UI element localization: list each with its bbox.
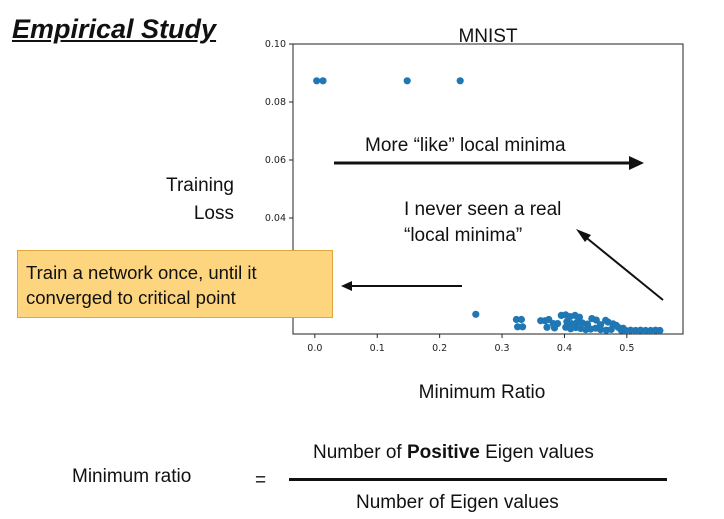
callout-line-2: converged to critical point (26, 287, 236, 308)
x-axis-label: Minimum Ratio (419, 382, 546, 403)
data-point (313, 77, 321, 85)
y-tick-label: 0.04 (265, 213, 286, 224)
data-point (514, 323, 522, 331)
x-tick-label: 0.2 (432, 343, 447, 354)
formula-equals: = (255, 470, 267, 491)
data-point (456, 77, 464, 85)
data-point (642, 326, 650, 335)
data-point (519, 323, 527, 331)
x-tick-label: 0.5 (619, 343, 634, 354)
y-axis-label-line2: Loss (194, 203, 234, 224)
chart-title: MNIST (458, 26, 518, 47)
data-point (512, 315, 521, 324)
data-point (543, 323, 551, 331)
data-point (597, 326, 605, 334)
y-tick-label: 0.08 (265, 97, 286, 108)
formula-denominator: Number of Eigen values (356, 492, 559, 513)
top-arrow-head (629, 156, 644, 170)
data-point (472, 310, 480, 318)
numerator-pre: Number of (313, 442, 407, 463)
data-point (619, 324, 627, 332)
note-line-2: “local minima” (404, 225, 522, 246)
fraction-bar (289, 478, 667, 481)
x-tick-label: 0.0 (307, 343, 322, 354)
x-tick-label: 0.1 (370, 343, 385, 354)
note-arrow-head (576, 229, 591, 242)
data-points (313, 77, 664, 335)
formula-numerator: Number of Positive Eigen values (313, 442, 594, 464)
callout-box: Train a network once, until it converged… (17, 250, 333, 318)
numerator-bold: Positive (406, 442, 480, 463)
x-tick-label: 0.3 (494, 343, 509, 354)
note-arrow-shaft (582, 234, 664, 301)
callout-line-1: Train a network once, until it (26, 262, 257, 283)
top-arrow-label: More “like” local minima (365, 135, 566, 156)
x-tick-label: 0.4 (557, 343, 572, 354)
slide-title: Empirical Study (12, 14, 217, 44)
data-point (656, 326, 664, 335)
callout-arrow-head (341, 281, 352, 291)
y-axis-label-line1: Training (166, 175, 234, 196)
axis-ticks: 0.0 0.1 0.2 0.3 0.4 0.5 0.04 0.06 0.08 0.10 (265, 39, 635, 354)
note-line-1: I never seen a real (404, 199, 561, 220)
plot-frame (292, 43, 684, 335)
data-point (403, 77, 411, 85)
y-tick-label: 0.06 (265, 155, 286, 166)
data-point (517, 315, 526, 324)
data-point (592, 316, 600, 324)
chart-annotations: More “like” local minima I never seen a … (334, 135, 664, 301)
data-point (319, 77, 327, 85)
numerator-post: Eigen values (479, 442, 594, 463)
data-point (550, 324, 559, 332)
formula-lhs: Minimum ratio (72, 466, 192, 487)
data-point (607, 325, 615, 333)
y-tick-label: 0.10 (265, 39, 286, 50)
